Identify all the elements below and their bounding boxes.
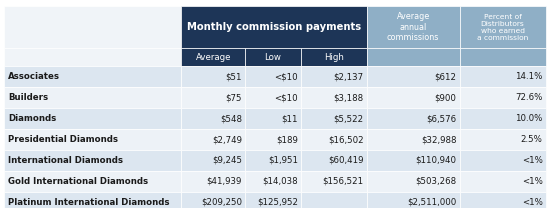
Text: Platinum International Diamonds: Platinum International Diamonds <box>8 198 170 207</box>
Bar <box>366 150 460 171</box>
Text: Gold International Diamonds: Gold International Diamonds <box>8 177 148 186</box>
Text: $41,939: $41,939 <box>207 177 242 186</box>
Bar <box>366 87 460 108</box>
Bar <box>366 48 460 66</box>
Bar <box>182 171 245 192</box>
Text: $900: $900 <box>434 93 456 102</box>
Text: $51: $51 <box>226 72 242 81</box>
Text: <$10: <$10 <box>274 93 298 102</box>
Text: Average
annual
commissions: Average annual commissions <box>387 12 439 42</box>
Bar <box>301 48 366 66</box>
Text: $2,749: $2,749 <box>212 135 242 144</box>
Text: $209,250: $209,250 <box>201 198 242 207</box>
Text: Average: Average <box>196 53 231 62</box>
Bar <box>301 108 366 129</box>
Bar <box>301 171 366 192</box>
Text: Diamonds: Diamonds <box>8 114 57 123</box>
Bar <box>301 129 366 150</box>
Bar <box>460 171 546 192</box>
Bar <box>366 66 460 87</box>
Bar <box>182 48 245 66</box>
Bar <box>4 192 182 208</box>
Text: Presidential Diamonds: Presidential Diamonds <box>8 135 118 144</box>
Text: Low: Low <box>265 53 282 62</box>
Bar <box>182 87 245 108</box>
Bar <box>182 66 245 87</box>
Bar <box>4 6 182 48</box>
Text: <1%: <1% <box>522 156 542 165</box>
Bar <box>245 171 301 192</box>
Bar <box>460 66 546 87</box>
Text: 72.6%: 72.6% <box>515 93 542 102</box>
Bar <box>4 108 182 129</box>
Text: <1%: <1% <box>522 198 542 207</box>
Bar <box>460 129 546 150</box>
Text: 2.5%: 2.5% <box>521 135 542 144</box>
Text: High: High <box>324 53 344 62</box>
Bar <box>460 87 546 108</box>
Bar <box>4 150 182 171</box>
Bar <box>4 87 182 108</box>
Bar <box>366 108 460 129</box>
Bar <box>245 108 301 129</box>
Text: $14,038: $14,038 <box>262 177 298 186</box>
Bar <box>366 6 460 48</box>
Bar <box>4 129 182 150</box>
Text: $110,940: $110,940 <box>416 156 456 165</box>
Text: International Diamonds: International Diamonds <box>8 156 123 165</box>
Text: Builders: Builders <box>8 93 48 102</box>
Text: $2,511,000: $2,511,000 <box>408 198 456 207</box>
Text: $60,419: $60,419 <box>328 156 364 165</box>
Text: Associates: Associates <box>8 72 60 81</box>
Bar <box>460 150 546 171</box>
Bar <box>182 6 366 48</box>
Bar <box>182 150 245 171</box>
Bar <box>245 129 301 150</box>
Text: 10.0%: 10.0% <box>515 114 542 123</box>
Bar <box>366 192 460 208</box>
Text: $11: $11 <box>281 114 298 123</box>
Bar <box>182 192 245 208</box>
Bar <box>4 171 182 192</box>
Bar <box>4 66 182 87</box>
Text: Monthly commission payments: Monthly commission payments <box>187 22 361 32</box>
Bar <box>301 150 366 171</box>
Text: $503,268: $503,268 <box>415 177 456 186</box>
Text: Percent of
Distributors
who earned
a commission: Percent of Distributors who earned a com… <box>477 14 529 41</box>
Text: $3,188: $3,188 <box>333 93 364 102</box>
Bar <box>460 48 546 66</box>
Text: $548: $548 <box>220 114 242 123</box>
Bar <box>366 171 460 192</box>
Bar <box>245 48 301 66</box>
Bar <box>245 150 301 171</box>
Text: $189: $189 <box>276 135 298 144</box>
Bar <box>182 108 245 129</box>
Bar <box>245 87 301 108</box>
Text: $5,522: $5,522 <box>333 114 364 123</box>
Text: $1,951: $1,951 <box>268 156 298 165</box>
Bar <box>366 129 460 150</box>
Bar <box>301 66 366 87</box>
Text: $32,988: $32,988 <box>421 135 456 144</box>
Bar <box>460 6 546 48</box>
Text: $75: $75 <box>226 93 242 102</box>
Bar <box>460 192 546 208</box>
Text: 14.1%: 14.1% <box>515 72 542 81</box>
Text: $612: $612 <box>434 72 456 81</box>
Bar <box>245 66 301 87</box>
Text: $6,576: $6,576 <box>426 114 456 123</box>
Bar <box>301 192 366 208</box>
Bar <box>182 129 245 150</box>
Text: $156,521: $156,521 <box>322 177 364 186</box>
Bar <box>245 192 301 208</box>
Bar <box>460 108 546 129</box>
Text: $125,952: $125,952 <box>257 198 298 207</box>
Text: $9,245: $9,245 <box>212 156 242 165</box>
Text: $2,137: $2,137 <box>333 72 364 81</box>
Text: $16,502: $16,502 <box>328 135 364 144</box>
Text: <$10: <$10 <box>274 72 298 81</box>
Bar <box>4 48 182 66</box>
Bar <box>301 87 366 108</box>
Text: <1%: <1% <box>522 177 542 186</box>
